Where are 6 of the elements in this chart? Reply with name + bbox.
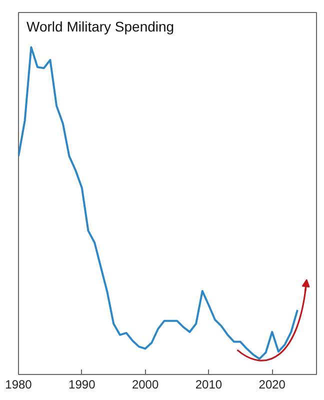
x-tick-label: 2020 [258,378,286,392]
x-tick-label: 2010 [195,378,222,392]
x-tick-label: 1990 [68,378,96,392]
chart-title: World Military Spending [26,18,174,34]
x-tick-label: 1980 [5,378,32,392]
x-tick-label: 2000 [132,378,159,392]
